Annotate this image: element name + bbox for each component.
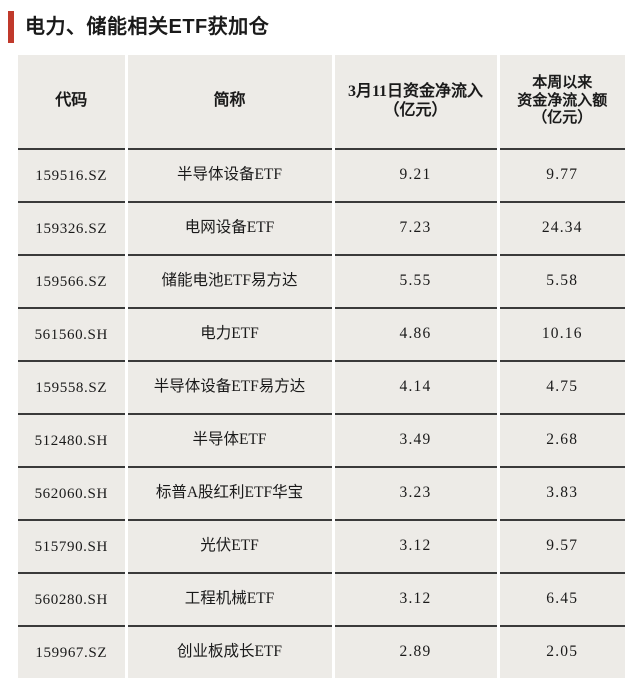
cell-day-inflow: 5.55 bbox=[333, 255, 500, 309]
cell-week-inflow: 9.57 bbox=[498, 520, 625, 574]
table-row: 159967.SZ 创业板成长ETF 2.89 2.05 bbox=[18, 626, 625, 678]
cell-day-inflow: 3.12 bbox=[333, 520, 500, 574]
column-header-week-inflow-line-2: 资金净流入额 bbox=[517, 92, 608, 109]
cell-code: 562060.SH bbox=[18, 467, 128, 521]
cell-code: 159326.SZ bbox=[18, 202, 128, 256]
cell-day-inflow: 2.89 bbox=[333, 626, 500, 678]
column-header-day-inflow: 3月11日资金净流入 （亿元） bbox=[333, 55, 500, 150]
table-header: 代码 简称 3月11日资金净流入 （亿元） 本周以来 资金净流入额 （亿元） bbox=[18, 55, 625, 150]
table-row: 159516.SZ 半导体设备ETF 9.21 9.77 bbox=[18, 149, 625, 203]
cell-week-inflow: 2.68 bbox=[498, 414, 625, 468]
cell-day-inflow: 9.21 bbox=[333, 149, 500, 203]
cell-code: 159967.SZ bbox=[18, 626, 128, 678]
page-title-bar: 电力、储能相关ETF获加仓 bbox=[0, 0, 642, 53]
cell-name: 电网设备ETF bbox=[126, 202, 335, 256]
cell-week-inflow: 10.16 bbox=[498, 308, 625, 362]
cell-week-inflow: 4.75 bbox=[498, 361, 625, 415]
cell-code: 512480.SH bbox=[18, 414, 128, 468]
cell-week-inflow: 5.58 bbox=[498, 255, 625, 309]
table-row: 562060.SH 标普A股红利ETF华宝 3.23 3.83 bbox=[18, 467, 625, 521]
cell-week-inflow: 2.05 bbox=[498, 626, 625, 678]
cell-code: 159566.SZ bbox=[18, 255, 128, 309]
cell-name: 创业板成长ETF bbox=[126, 626, 335, 678]
cell-day-inflow: 3.49 bbox=[333, 414, 500, 468]
table-row: 159558.SZ 半导体设备ETF易方达 4.14 4.75 bbox=[18, 361, 625, 415]
column-header-day-inflow-line-1: 3月11日资金净流入 bbox=[347, 82, 484, 100]
cell-name: 工程机械ETF bbox=[126, 573, 335, 627]
cell-day-inflow: 3.12 bbox=[333, 573, 500, 627]
cell-week-inflow: 24.34 bbox=[498, 202, 625, 256]
cell-name: 标普A股红利ETF华宝 bbox=[126, 467, 335, 521]
cell-name: 半导体设备ETF bbox=[126, 149, 335, 203]
cell-week-inflow: 6.45 bbox=[498, 573, 625, 627]
cell-day-inflow: 4.86 bbox=[333, 308, 500, 362]
cell-day-inflow: 4.14 bbox=[333, 361, 500, 415]
column-header-name: 简称 bbox=[126, 55, 335, 150]
column-header-code-line-1: 代码 bbox=[55, 92, 88, 110]
column-header-code: 代码 bbox=[18, 55, 128, 150]
cell-name: 半导体设备ETF易方达 bbox=[126, 361, 335, 415]
cell-code: 515790.SH bbox=[18, 520, 128, 574]
cell-day-inflow: 7.23 bbox=[333, 202, 500, 256]
column-header-week-inflow-line-3: （亿元） bbox=[532, 110, 593, 127]
cell-week-inflow: 3.83 bbox=[498, 467, 625, 521]
column-header-week-inflow-line-1: 本周以来 bbox=[532, 74, 593, 91]
cell-code: 560280.SH bbox=[18, 573, 128, 627]
cell-week-inflow: 9.77 bbox=[498, 149, 625, 203]
table-header-row: 代码 简称 3月11日资金净流入 （亿元） 本周以来 资金净流入额 （亿元） bbox=[18, 55, 625, 150]
etf-table-container: 代码 简称 3月11日资金净流入 （亿元） 本周以来 资金净流入额 （亿元） bbox=[18, 55, 625, 678]
cell-name: 光伏ETF bbox=[126, 520, 335, 574]
table-row: 512480.SH 半导体ETF 3.49 2.68 bbox=[18, 414, 625, 468]
table-body: 159516.SZ 半导体设备ETF 9.21 9.77 159326.SZ 电… bbox=[18, 149, 625, 678]
table-row: 159326.SZ 电网设备ETF 7.23 24.34 bbox=[18, 202, 625, 256]
table-row: 561560.SH 电力ETF 4.86 10.16 bbox=[18, 308, 625, 362]
table-row: 515790.SH 光伏ETF 3.12 9.57 bbox=[18, 520, 625, 574]
cell-code: 561560.SH bbox=[18, 308, 128, 362]
table-row: 560280.SH 工程机械ETF 3.12 6.45 bbox=[18, 573, 625, 627]
page-title: 电力、储能相关ETF获加仓 bbox=[25, 15, 270, 38]
column-header-day-inflow-line-2: （亿元） bbox=[383, 101, 448, 119]
title-accent-bar bbox=[8, 10, 14, 43]
cell-name: 储能电池ETF易方达 bbox=[126, 255, 335, 309]
etf-table: 代码 简称 3月11日资金净流入 （亿元） 本周以来 资金净流入额 （亿元） bbox=[18, 55, 625, 678]
cell-code: 159516.SZ bbox=[18, 149, 128, 203]
table-row: 159566.SZ 储能电池ETF易方达 5.55 5.58 bbox=[18, 255, 625, 309]
cell-day-inflow: 3.23 bbox=[333, 467, 500, 521]
cell-name: 半导体ETF bbox=[126, 414, 335, 468]
cell-code: 159558.SZ bbox=[18, 361, 128, 415]
column-header-week-inflow: 本周以来 资金净流入额 （亿元） bbox=[498, 55, 625, 150]
column-header-name-line-1: 简称 bbox=[213, 92, 246, 110]
cell-name: 电力ETF bbox=[126, 308, 335, 362]
